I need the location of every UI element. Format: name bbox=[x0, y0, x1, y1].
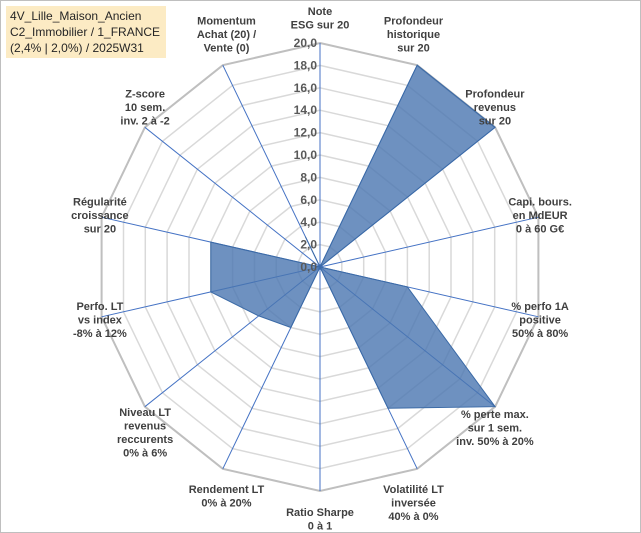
axis-label-9: Niveau LT revenus reccurents 0% à 6% bbox=[117, 407, 173, 460]
tick-label: 12,0 bbox=[294, 126, 318, 140]
tick-label: 10,0 bbox=[294, 148, 318, 162]
chart-title-box: 4V_Lille_Maison_Ancien C2_Immobilier / 1… bbox=[6, 6, 166, 58]
tick-label: 2,0 bbox=[300, 238, 317, 252]
spoke-13 bbox=[222, 64, 321, 268]
title-line-3: (2,4% | 2,0%) / 2025W31 bbox=[10, 41, 144, 55]
axis-label-0: Note ESG sur 20 bbox=[291, 6, 350, 32]
spoke-12 bbox=[144, 126, 321, 268]
axis-label-4: % perfo 1A positive 50% à 80% bbox=[511, 301, 569, 340]
axis-label-12: Z-score 10 sem. inv. 2 à -2 bbox=[120, 89, 169, 128]
series-area bbox=[210, 64, 497, 409]
title-line-1: 4V_Lille_Maison_Ancien bbox=[10, 9, 142, 23]
axis-label-11: Régularité croissance sur 20 bbox=[71, 197, 128, 236]
tick-label: 8,0 bbox=[300, 170, 317, 184]
spoke-3 bbox=[319, 216, 539, 268]
axis-label-7: Ratio Sharpe 0 à 1 bbox=[286, 507, 354, 533]
axis-label-2: Profondeur revenus sur 20 bbox=[465, 89, 525, 128]
tick-label: 6,0 bbox=[300, 193, 317, 207]
tick-label: 14,0 bbox=[294, 103, 318, 117]
axis-label-13: Momentum Achat (20) / Vente (0) bbox=[197, 16, 256, 55]
axis-label-3: Capi. bours. en MdEUR 0 à 60 G€ bbox=[508, 197, 572, 236]
axis-labels: Note ESG sur 20 Profondeur historique sur 20… bbox=[71, 6, 572, 533]
title-line-2: C2_Immobilier / 1_FRANCE bbox=[10, 25, 161, 39]
axis-label-5: % perte max. sur 1 sem. inv. 50% à 20% bbox=[456, 409, 534, 448]
tick-label: 0,0 bbox=[300, 260, 317, 274]
axis-label-8: Rendement LT 0% à 20% bbox=[189, 484, 265, 510]
tick-label: 16,0 bbox=[294, 81, 318, 95]
tick-label: 4,0 bbox=[300, 215, 317, 229]
tick-label: 18,0 bbox=[294, 58, 318, 72]
axis-label-10: Perfo. LT vs index -8% à 12% bbox=[73, 301, 127, 340]
axis-label-6: Volatilité LT inversée 40% à 0% bbox=[383, 484, 444, 523]
radar-series bbox=[210, 64, 497, 409]
radial-tick-labels: 0,0 2,0 4,0 6,0 8,0 10,0 12,0 14,0 16,0 18,0 20,0 bbox=[294, 36, 318, 274]
axis-label-1: Profondeur historique sur 20 bbox=[384, 16, 444, 55]
tick-label: 20,0 bbox=[294, 36, 318, 50]
